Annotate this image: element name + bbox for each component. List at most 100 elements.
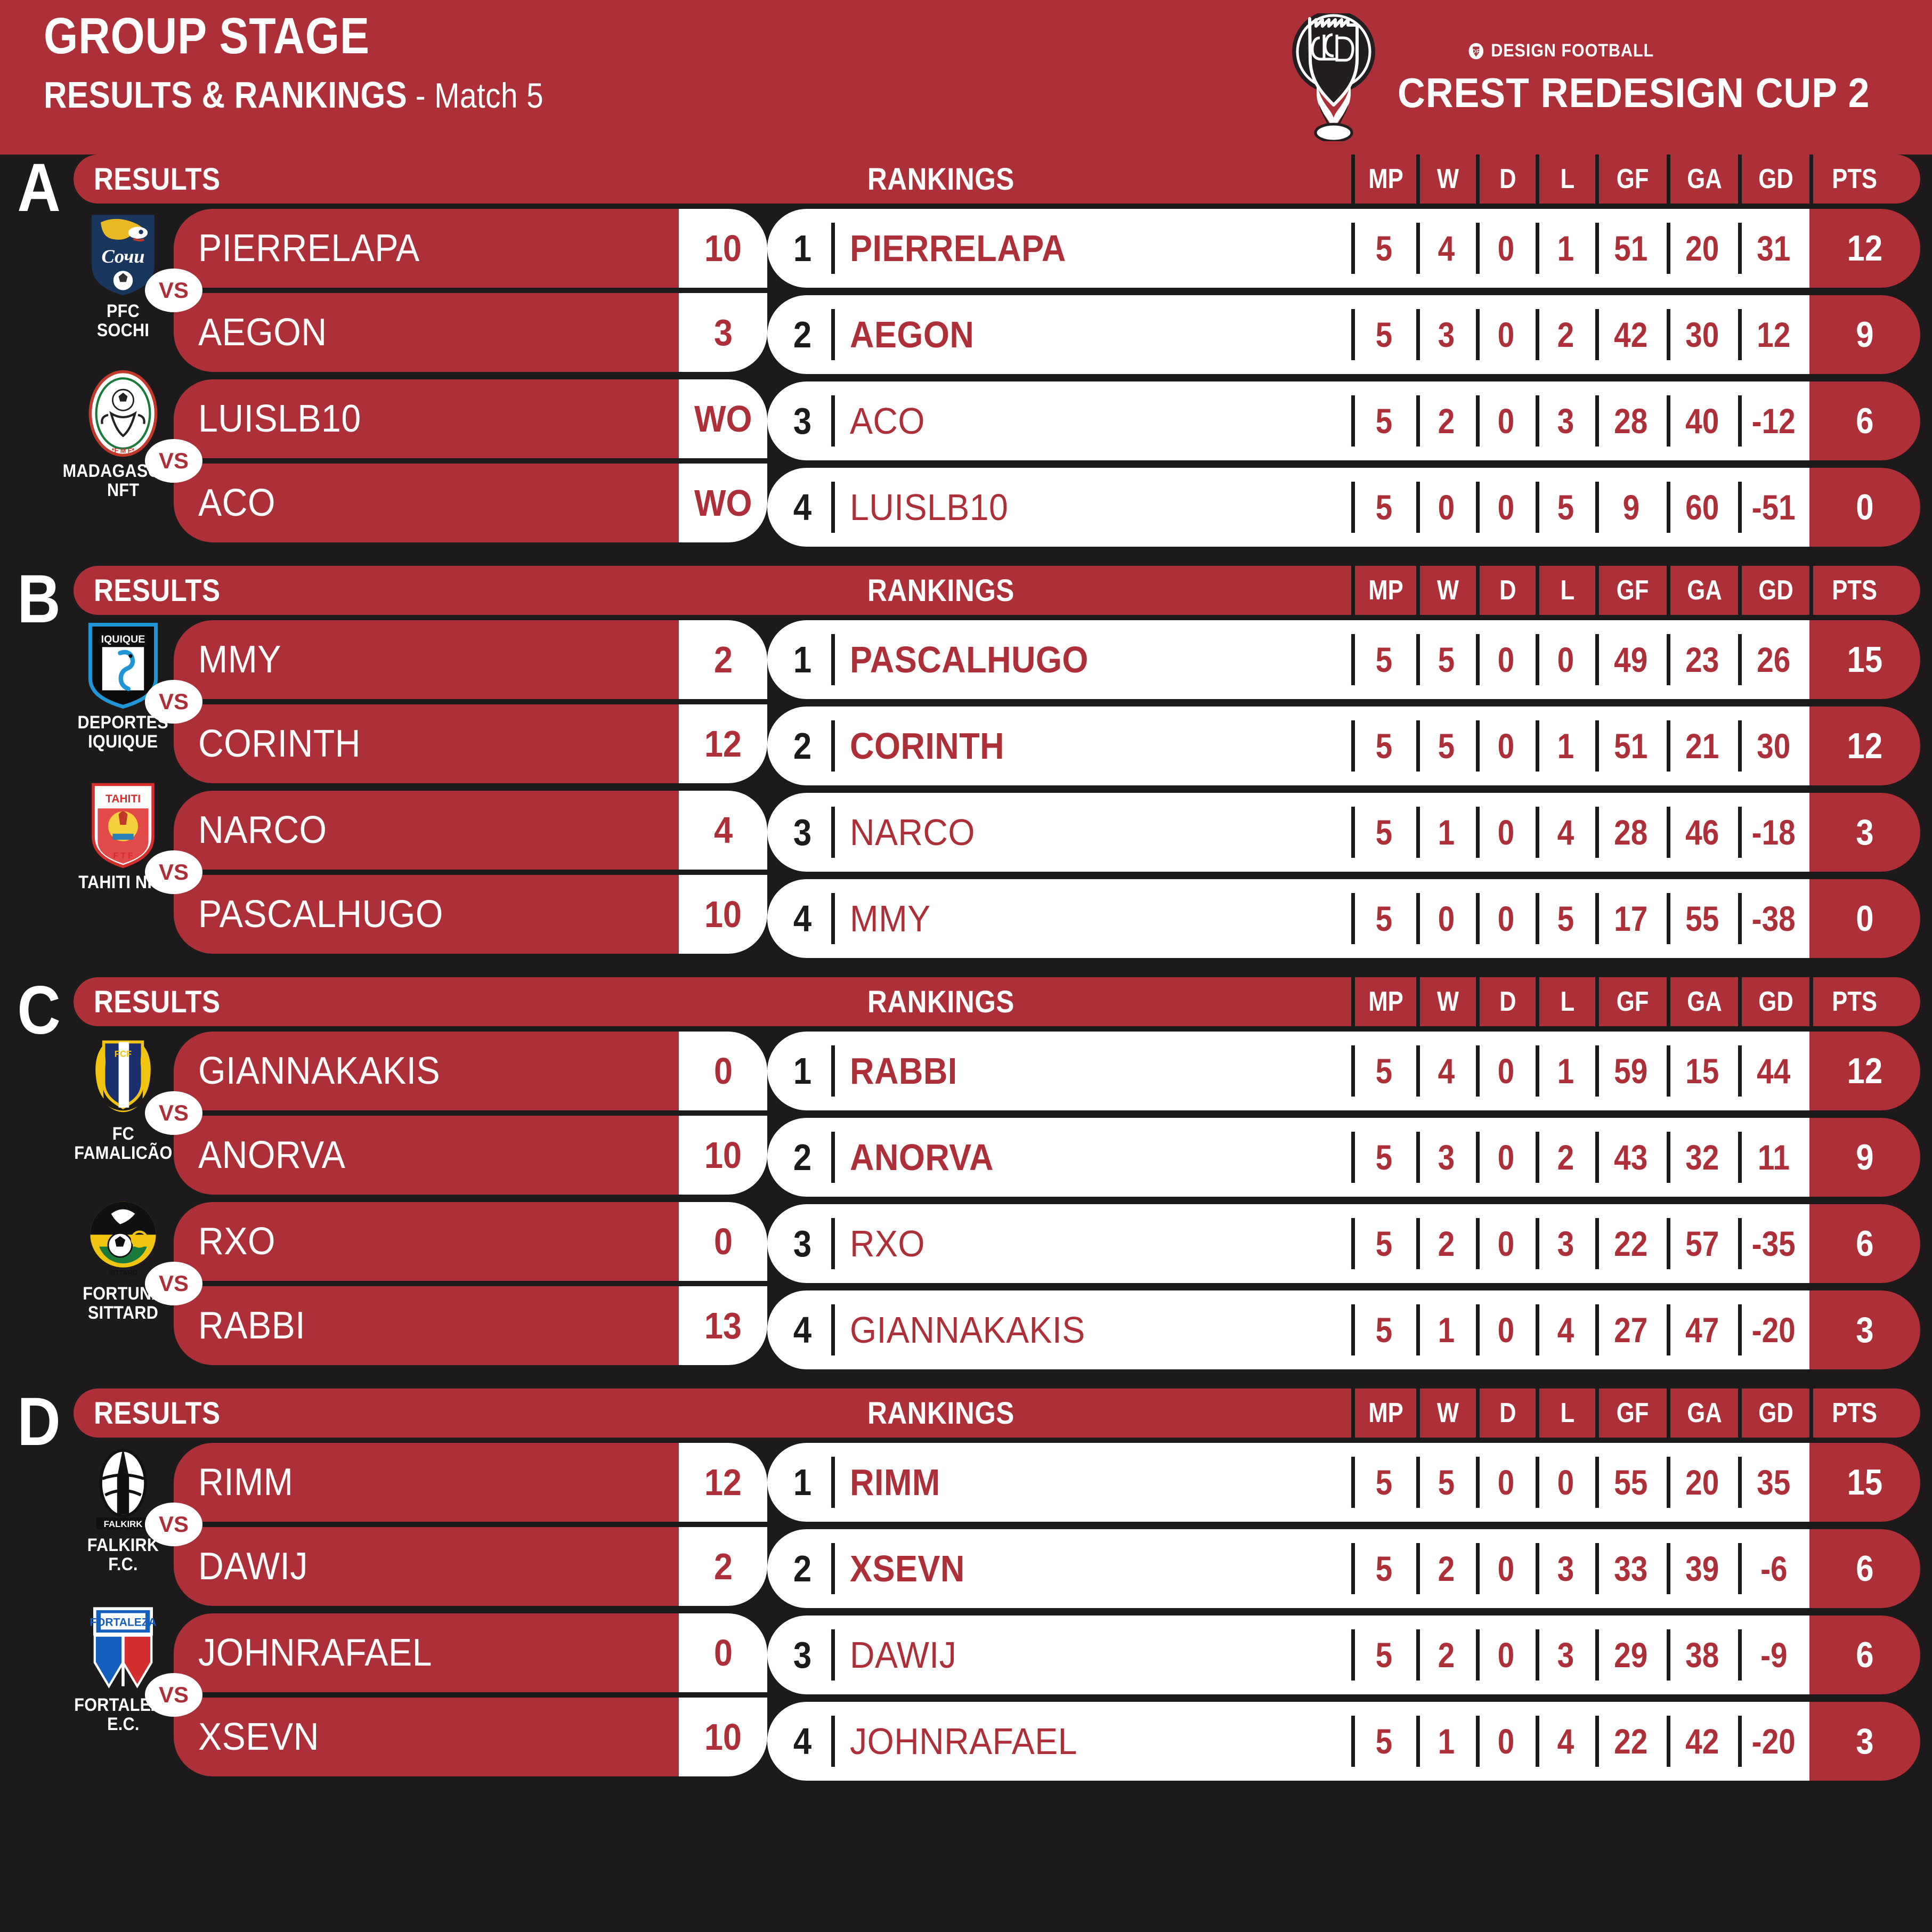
match-list: GIANNAKAKIS 0 ANORVA 10 VS RXO 0 RABBI 13 VS <box>145 1032 767 1365</box>
match-score: 3 <box>679 293 767 372</box>
match-home-row[interactable]: MMY 2 <box>174 620 767 699</box>
table-row[interactable]: 1 PASCALHUGO 5 5 0 0 49 23 26 15 <box>767 620 1920 699</box>
group-header-bar: RESULTS RANKINGS MP W D L GF GA GD PTS <box>74 566 1920 615</box>
match-fixture[interactable]: RXO 0 RABBI 13 VS <box>145 1202 767 1365</box>
group-header-bar: RESULTS RANKINGS MP W D L GF GA GD PTS <box>74 1389 1920 1438</box>
rank-stats-cells: 5 4 0 1 51 20 31 <box>1351 209 1809 288</box>
page-title: GROUP STAGE <box>44 7 370 64</box>
stat-cell-mp: 5 <box>1351 209 1416 288</box>
rank-divider <box>831 634 835 685</box>
stat-cell-d: 0 <box>1476 295 1536 374</box>
crest-block: Сочи PFC SOCHI <box>74 209 173 369</box>
match-home-row[interactable]: LUISLB10 WO <box>174 379 767 458</box>
table-row[interactable]: 3 DAWIJ 5 2 0 3 29 38 -9 6 <box>767 1616 1920 1694</box>
stat-cell-pts: 6 <box>1809 1529 1920 1608</box>
stat-cell-ga: 40 <box>1667 381 1738 460</box>
stat-cell-d: 0 <box>1476 381 1536 460</box>
svg-text:IQUIQUE: IQUIQUE <box>101 634 145 645</box>
column-header-w: W <box>1416 566 1476 615</box>
table-row[interactable]: 4 GIANNAKAKIS 5 1 0 4 27 47 -20 3 <box>767 1290 1920 1369</box>
table-row[interactable]: 4 MMY 5 0 0 5 17 55 -38 0 <box>767 879 1920 958</box>
rankings-column: 1 PIERRELAPA 5 4 0 1 51 20 31 12 2 AEGON 5 3 0 2 42 30 12 9… <box>767 209 1932 554</box>
stat-cell-w: 4 <box>1416 1032 1476 1110</box>
table-row[interactable]: 4 JOHNRAFAEL 5 1 0 4 22 42 -20 3 <box>767 1702 1920 1781</box>
table-row[interactable]: 3 NARCO 5 1 0 4 28 46 -18 3 <box>767 793 1920 872</box>
match-away-row[interactable]: RABBI 13 <box>174 1286 767 1365</box>
match-home-row[interactable]: NARCO 4 <box>174 791 767 870</box>
table-row[interactable]: 2 AEGON 5 3 0 2 42 30 12 9 <box>767 295 1920 374</box>
club-crest-column: IQUIQUE DEPORTES IQUIQUE TAHITI F T F TAHITI… <box>74 620 173 940</box>
stat-cell-w: 0 <box>1416 879 1476 958</box>
stat-cell-mp: 5 <box>1351 1529 1416 1608</box>
stat-cell-ga: 20 <box>1667 209 1738 288</box>
match-home-row[interactable]: JOHNRAFAEL 0 <box>174 1613 767 1692</box>
table-row[interactable]: 3 RXO 5 2 0 3 22 57 -35 6 <box>767 1204 1920 1283</box>
table-row[interactable]: 2 ANORVA 5 3 0 2 43 32 11 9 <box>767 1118 1920 1197</box>
rank-position: 2 <box>793 1548 812 1589</box>
results-header-label: RESULTS <box>94 573 221 608</box>
match-score: 0 <box>679 1613 767 1692</box>
stat-cell-d: 0 <box>1476 879 1536 958</box>
stat-cell-gd: -12 <box>1738 381 1809 460</box>
match-fixture[interactable]: MMY 2 CORINTH 12 VS <box>145 620 767 783</box>
match-spacer <box>174 1195 767 1202</box>
stat-cell-mp: 5 <box>1351 707 1416 785</box>
stat-cell-d: 0 <box>1476 1290 1536 1369</box>
table-row[interactable]: 3 ACO 5 2 0 3 28 40 -12 6 <box>767 381 1920 460</box>
match-away-row[interactable]: XSEVN 10 <box>174 1698 767 1776</box>
rank-team-name: RXO <box>850 1223 925 1264</box>
match-fixture[interactable]: PIERRELAPA 10 AEGON 3 VS <box>145 209 767 372</box>
stat-cell-gd: 44 <box>1738 1032 1809 1110</box>
match-away-row[interactable]: PASCALHUGO 10 <box>174 875 767 954</box>
match-away-row[interactable]: CORINTH 12 <box>174 704 767 783</box>
rank-name-cell: 3 NARCO <box>767 793 1351 872</box>
stat-cell-gd: -20 <box>1738 1290 1809 1369</box>
group-gap <box>0 554 1932 566</box>
stat-cell-w: 2 <box>1416 381 1476 460</box>
column-header-mp: MP <box>1351 155 1416 204</box>
match-away-row[interactable]: AEGON 3 <box>174 293 767 372</box>
match-fixture[interactable]: JOHNRAFAEL 0 XSEVN 10 VS <box>145 1613 767 1776</box>
table-row[interactable]: 1 RABBI 5 4 0 1 59 15 44 12 <box>767 1032 1920 1110</box>
stat-cell-gf: 29 <box>1595 1616 1667 1694</box>
match-number-label: - Match 5 <box>415 76 544 115</box>
column-header-ga: GA <box>1667 566 1738 615</box>
match-fixture[interactable]: RIMM 12 DAWIJ 2 VS <box>145 1443 767 1606</box>
stat-cell-mp: 5 <box>1351 1702 1416 1781</box>
table-row[interactable]: 1 RIMM 5 5 0 0 55 20 35 15 <box>767 1443 1920 1522</box>
stat-cell-pts: 12 <box>1809 707 1920 785</box>
rank-position: 2 <box>793 314 812 355</box>
versus-badge: VS <box>145 269 202 312</box>
stat-cell-gd: -38 <box>1738 879 1809 958</box>
match-home-row[interactable]: PIERRELAPA 10 <box>174 209 767 288</box>
match-away-row[interactable]: ANORVA 10 <box>174 1116 767 1195</box>
match-away-row[interactable]: ACO WO <box>174 464 767 542</box>
table-row[interactable]: 1 PIERRELAPA 5 4 0 1 51 20 31 12 <box>767 209 1920 288</box>
match-team-name: GIANNAKAKIS <box>174 1032 679 1110</box>
match-list: PIERRELAPA 10 AEGON 3 VS LUISLB10 WO ACO WO VS <box>145 209 767 542</box>
column-header-pts: PTS <box>1809 566 1896 615</box>
match-home-row[interactable]: GIANNAKAKIS 0 <box>174 1032 767 1110</box>
match-away-row[interactable]: DAWIJ 2 <box>174 1527 767 1606</box>
column-header-w: W <box>1416 977 1476 1026</box>
crest-block: FCF FC FAMALICÃO <box>74 1032 173 1191</box>
match-home-row[interactable]: RXO 0 <box>174 1202 767 1281</box>
group-body: FALKIRK FALKIRK F.C. FORTALEZA FORTALEZA E.… <box>0 1443 1932 1788</box>
rank-stats-cells: 5 2 0 3 33 39 -6 <box>1351 1529 1809 1608</box>
column-header-ga: GA <box>1667 1389 1738 1438</box>
match-team-name: RIMM <box>174 1443 679 1522</box>
rank-position: 3 <box>793 400 812 442</box>
group-body: FCF FC FAMALICÃO SITTARD FORTUNA SITTARD GIA… <box>0 1032 1932 1377</box>
match-fixture[interactable]: LUISLB10 WO ACO WO VS <box>145 379 767 542</box>
match-home-row[interactable]: RIMM 12 <box>174 1443 767 1522</box>
table-row[interactable]: 2 CORINTH 5 5 0 1 51 21 30 12 <box>767 707 1920 785</box>
match-fixture[interactable]: GIANNAKAKIS 0 ANORVA 10 VS <box>145 1032 767 1195</box>
stat-cell-mp: 5 <box>1351 1118 1416 1197</box>
rank-stats-cells: 5 3 0 2 42 30 12 <box>1351 295 1809 374</box>
stat-cell-d: 0 <box>1476 1118 1536 1197</box>
match-fixture[interactable]: NARCO 4 PASCALHUGO 10 VS <box>145 791 767 954</box>
table-row[interactable]: 2 XSEVN 5 2 0 3 33 39 -6 6 <box>767 1529 1920 1608</box>
table-row[interactable]: 4 LUISLB10 5 0 0 5 9 60 -51 0 <box>767 468 1920 547</box>
stat-cell-ga: 39 <box>1667 1529 1738 1608</box>
match-row-divider <box>174 1110 767 1116</box>
